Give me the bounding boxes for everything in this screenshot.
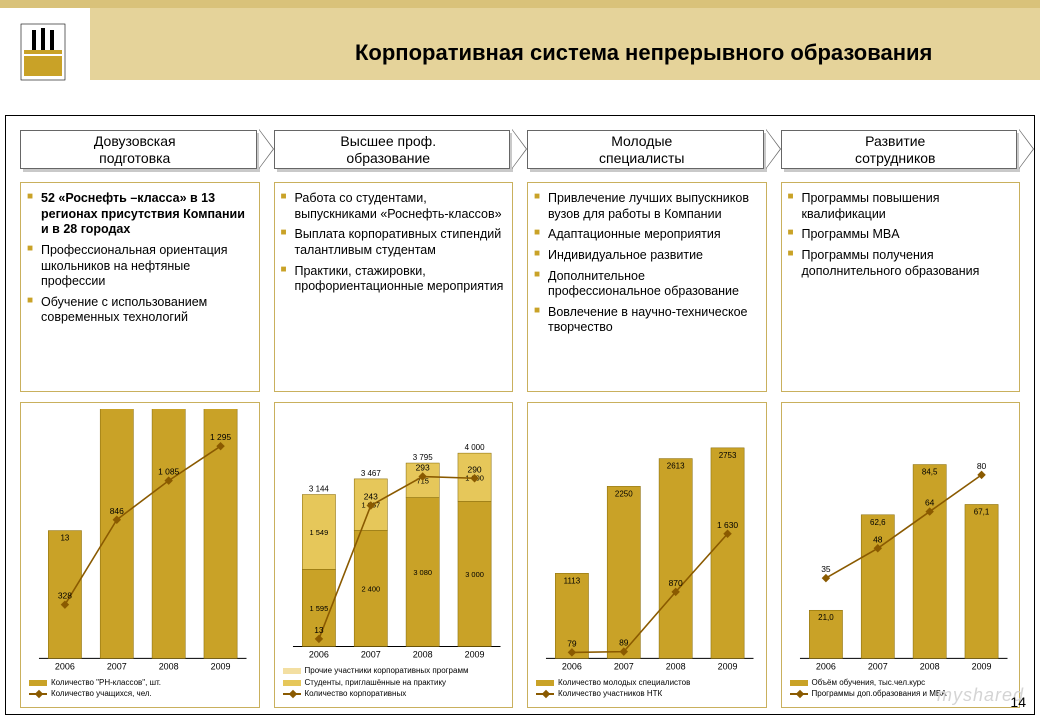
- svg-text:846: 846: [110, 506, 124, 516]
- chart-area: 1113 2250 2613 2753 79 89 870 1 630 2006 2007 2008…: [534, 409, 760, 675]
- bullet-box: Программы повышения квалификации Программ…: [781, 182, 1021, 392]
- svg-text:21,0: 21,0: [818, 613, 834, 622]
- page-title: Корпоративная система непрерывного образ…: [355, 40, 932, 66]
- svg-text:2008: 2008: [159, 661, 179, 671]
- svg-text:2006: 2006: [308, 649, 328, 659]
- bullet-item: 52 «Роснефть –класса» в 13 регионах прис…: [27, 191, 251, 238]
- column-3: Развитиесотрудников Программы повышения к…: [781, 130, 1021, 708]
- svg-text:64: 64: [924, 498, 934, 508]
- bullet-item: Программы MBA: [788, 227, 1012, 243]
- chart-area: 21,0 62,6 84,5 67,1 35 48 64 80 2006 2007 2008 2009: [788, 409, 1014, 675]
- svg-text:3 000: 3 000: [465, 570, 484, 579]
- svg-text:243: 243: [363, 492, 377, 502]
- svg-text:290: 290: [467, 464, 481, 474]
- svg-text:4 000: 4 000: [464, 443, 485, 452]
- bullet-item: Профессиональная ориентация школьников н…: [27, 243, 251, 290]
- svg-text:1113: 1113: [564, 576, 581, 585]
- svg-text:3 080: 3 080: [413, 568, 432, 577]
- svg-text:2753: 2753: [719, 451, 737, 460]
- bullet-item: Выплата корпоративных стипендий талантли…: [281, 227, 505, 258]
- bullet-item: Работа со студентами, выпускниками «Росн…: [281, 191, 505, 222]
- rosneft-logo: [18, 22, 68, 82]
- svg-text:870: 870: [669, 578, 683, 588]
- chart-box: 1113 2250 2613 2753 79 89 870 1 630 2006 2007 2008…: [527, 402, 767, 708]
- svg-text:2006: 2006: [55, 661, 75, 671]
- stage-header: Высшее проф.образование: [274, 130, 514, 172]
- svg-text:84,5: 84,5: [921, 468, 937, 477]
- svg-text:3 467: 3 467: [360, 469, 381, 478]
- svg-text:13: 13: [60, 534, 69, 543]
- svg-text:2007: 2007: [867, 661, 887, 671]
- svg-text:1 295: 1 295: [210, 432, 231, 442]
- bullet-box: Работа со студентами, выпускниками «Росн…: [274, 182, 514, 392]
- stage-header: Молодыеспециалисты: [527, 130, 767, 172]
- column-1: Высшее проф.образование Работа со студент…: [274, 130, 514, 708]
- bullet-item: Дополнительное профессиональное образова…: [534, 269, 758, 300]
- bullet-item: Привлечение лучших выпускников вузов для…: [534, 191, 758, 222]
- content-frame: Довузовскаяподготовка 52 «Роснефть –класс…: [5, 115, 1035, 715]
- bullet-item: Практики, стажировки, профориентационные…: [281, 264, 505, 295]
- stage-header: Довузовскаяподготовка: [20, 130, 260, 172]
- svg-text:2009: 2009: [718, 661, 738, 671]
- bullet-item: Адаптационные мероприятия: [534, 227, 758, 243]
- chart-box: 3 1441 5951 5493 4672 4001 0673 7953 080…: [274, 402, 514, 708]
- chart-box: 133443523288461 0851 2952006200720082009…: [20, 402, 260, 708]
- top-stripe: [0, 0, 1040, 8]
- svg-text:2009: 2009: [971, 661, 991, 671]
- svg-text:67,1: 67,1: [973, 507, 989, 516]
- chart-area: 3 1441 5951 5493 4672 4001 0673 7953 080…: [281, 409, 507, 663]
- svg-text:2006: 2006: [562, 661, 582, 671]
- column-2: Молодыеспециалисты Привлечение лучших вып…: [527, 130, 767, 708]
- legend: Количество молодых специалистовКоличеств…: [534, 675, 760, 701]
- svg-text:328: 328: [58, 591, 72, 601]
- chart-area: 133443523288461 0851 2952006200720082009: [27, 409, 253, 675]
- svg-text:79: 79: [567, 638, 577, 648]
- svg-text:80: 80: [976, 461, 986, 471]
- svg-text:293: 293: [415, 463, 429, 473]
- legend: Количество "РН-классов", шт.Количество у…: [27, 675, 253, 701]
- bullet-item: Программы получения дополнительного обра…: [788, 248, 1012, 279]
- svg-text:2613: 2613: [667, 462, 685, 471]
- svg-text:2008: 2008: [919, 661, 939, 671]
- svg-text:3 795: 3 795: [412, 453, 433, 462]
- svg-text:2007: 2007: [614, 661, 634, 671]
- bullet-item: Индивидуальное развитие: [534, 248, 758, 264]
- bullet-item: Вовлечение в научно-техническое творчест…: [534, 305, 758, 336]
- chart-box: 21,0 62,6 84,5 67,1 35 48 64 80 2006 2007 2008 2009…: [781, 402, 1021, 708]
- column-0: Довузовскаяподготовка 52 «Роснефть –класс…: [20, 130, 260, 708]
- svg-text:13: 13: [314, 625, 324, 635]
- svg-text:2007: 2007: [360, 649, 380, 659]
- stage-header: Развитиесотрудников: [781, 130, 1021, 172]
- svg-text:2008: 2008: [412, 649, 432, 659]
- svg-text:2006: 2006: [815, 661, 835, 671]
- page-number: 14: [1010, 694, 1026, 710]
- svg-text:62,6: 62,6: [870, 518, 886, 527]
- svg-text:1 630: 1 630: [717, 520, 738, 530]
- svg-text:1 085: 1 085: [158, 467, 179, 477]
- svg-text:2008: 2008: [666, 661, 686, 671]
- svg-text:1 595: 1 595: [309, 604, 328, 613]
- svg-text:1 549: 1 549: [309, 528, 328, 537]
- bullet-item: Обучение с использованием современных те…: [27, 295, 251, 326]
- svg-text:2 400: 2 400: [361, 584, 380, 593]
- svg-text:2009: 2009: [211, 661, 231, 671]
- bullet-box: Привлечение лучших выпускников вузов для…: [527, 182, 767, 392]
- svg-text:35: 35: [821, 564, 831, 574]
- svg-text:3 144: 3 144: [308, 485, 329, 494]
- svg-text:48: 48: [873, 534, 883, 544]
- svg-text:89: 89: [619, 638, 629, 648]
- svg-text:2007: 2007: [107, 661, 127, 671]
- bullet-box: 52 «Роснефть –класса» в 13 регионах прис…: [20, 182, 260, 392]
- svg-text:2250: 2250: [615, 489, 633, 498]
- legend: Прочие участники корпоративных программС…: [281, 663, 507, 701]
- bullet-item: Программы повышения квалификации: [788, 191, 1012, 222]
- svg-text:2009: 2009: [464, 649, 484, 659]
